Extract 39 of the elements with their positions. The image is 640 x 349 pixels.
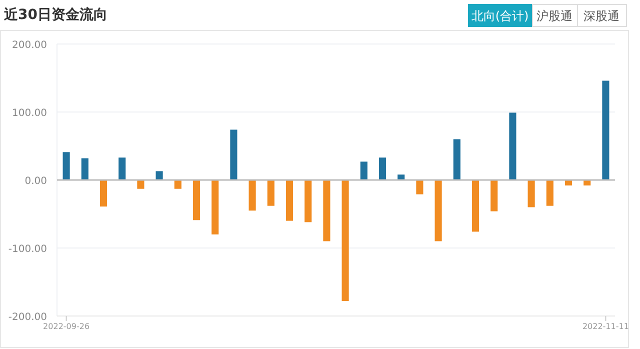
bar: [453, 139, 460, 180]
bar: [528, 180, 535, 208]
bar: [434, 180, 442, 242]
bar: [62, 152, 70, 180]
bar: [472, 180, 480, 232]
x-tick-label: 2022-11-11: [582, 322, 629, 331]
bar: [174, 180, 182, 189]
chart-title: 近30日资金流向: [3, 6, 108, 23]
bar: [323, 180, 330, 242]
bar: [378, 158, 386, 180]
x-tick-label: 2022-09-26: [43, 322, 90, 331]
y-tick-label: 0.00: [24, 176, 47, 187]
bar: [509, 112, 516, 180]
bar: [230, 130, 238, 180]
bar: [212, 180, 219, 234]
bar: [192, 180, 200, 220]
bar: [360, 162, 368, 180]
text: 深股通: [584, 9, 620, 23]
y-tick-label: -200.00: [8, 312, 47, 323]
bar: [267, 180, 274, 206]
bar: [546, 180, 554, 206]
bar: [248, 180, 256, 211]
text: 沪股通: [536, 9, 572, 23]
y-tick-label: 100.00: [12, 108, 47, 119]
bar: [398, 174, 405, 180]
bar: [416, 180, 424, 194]
bar: [156, 171, 163, 180]
y-tick-label: 200.00: [12, 40, 47, 51]
text: 北向(合计): [471, 9, 529, 23]
bar: [342, 180, 349, 302]
bar: [118, 158, 126, 180]
bar: [490, 180, 498, 212]
bar: [81, 158, 88, 180]
bar: [602, 80, 610, 180]
bar: [304, 180, 312, 222]
bar: [137, 180, 144, 189]
y-tick-label: -100.00: [8, 244, 47, 255]
bar: [286, 180, 294, 221]
bar: [100, 180, 108, 207]
